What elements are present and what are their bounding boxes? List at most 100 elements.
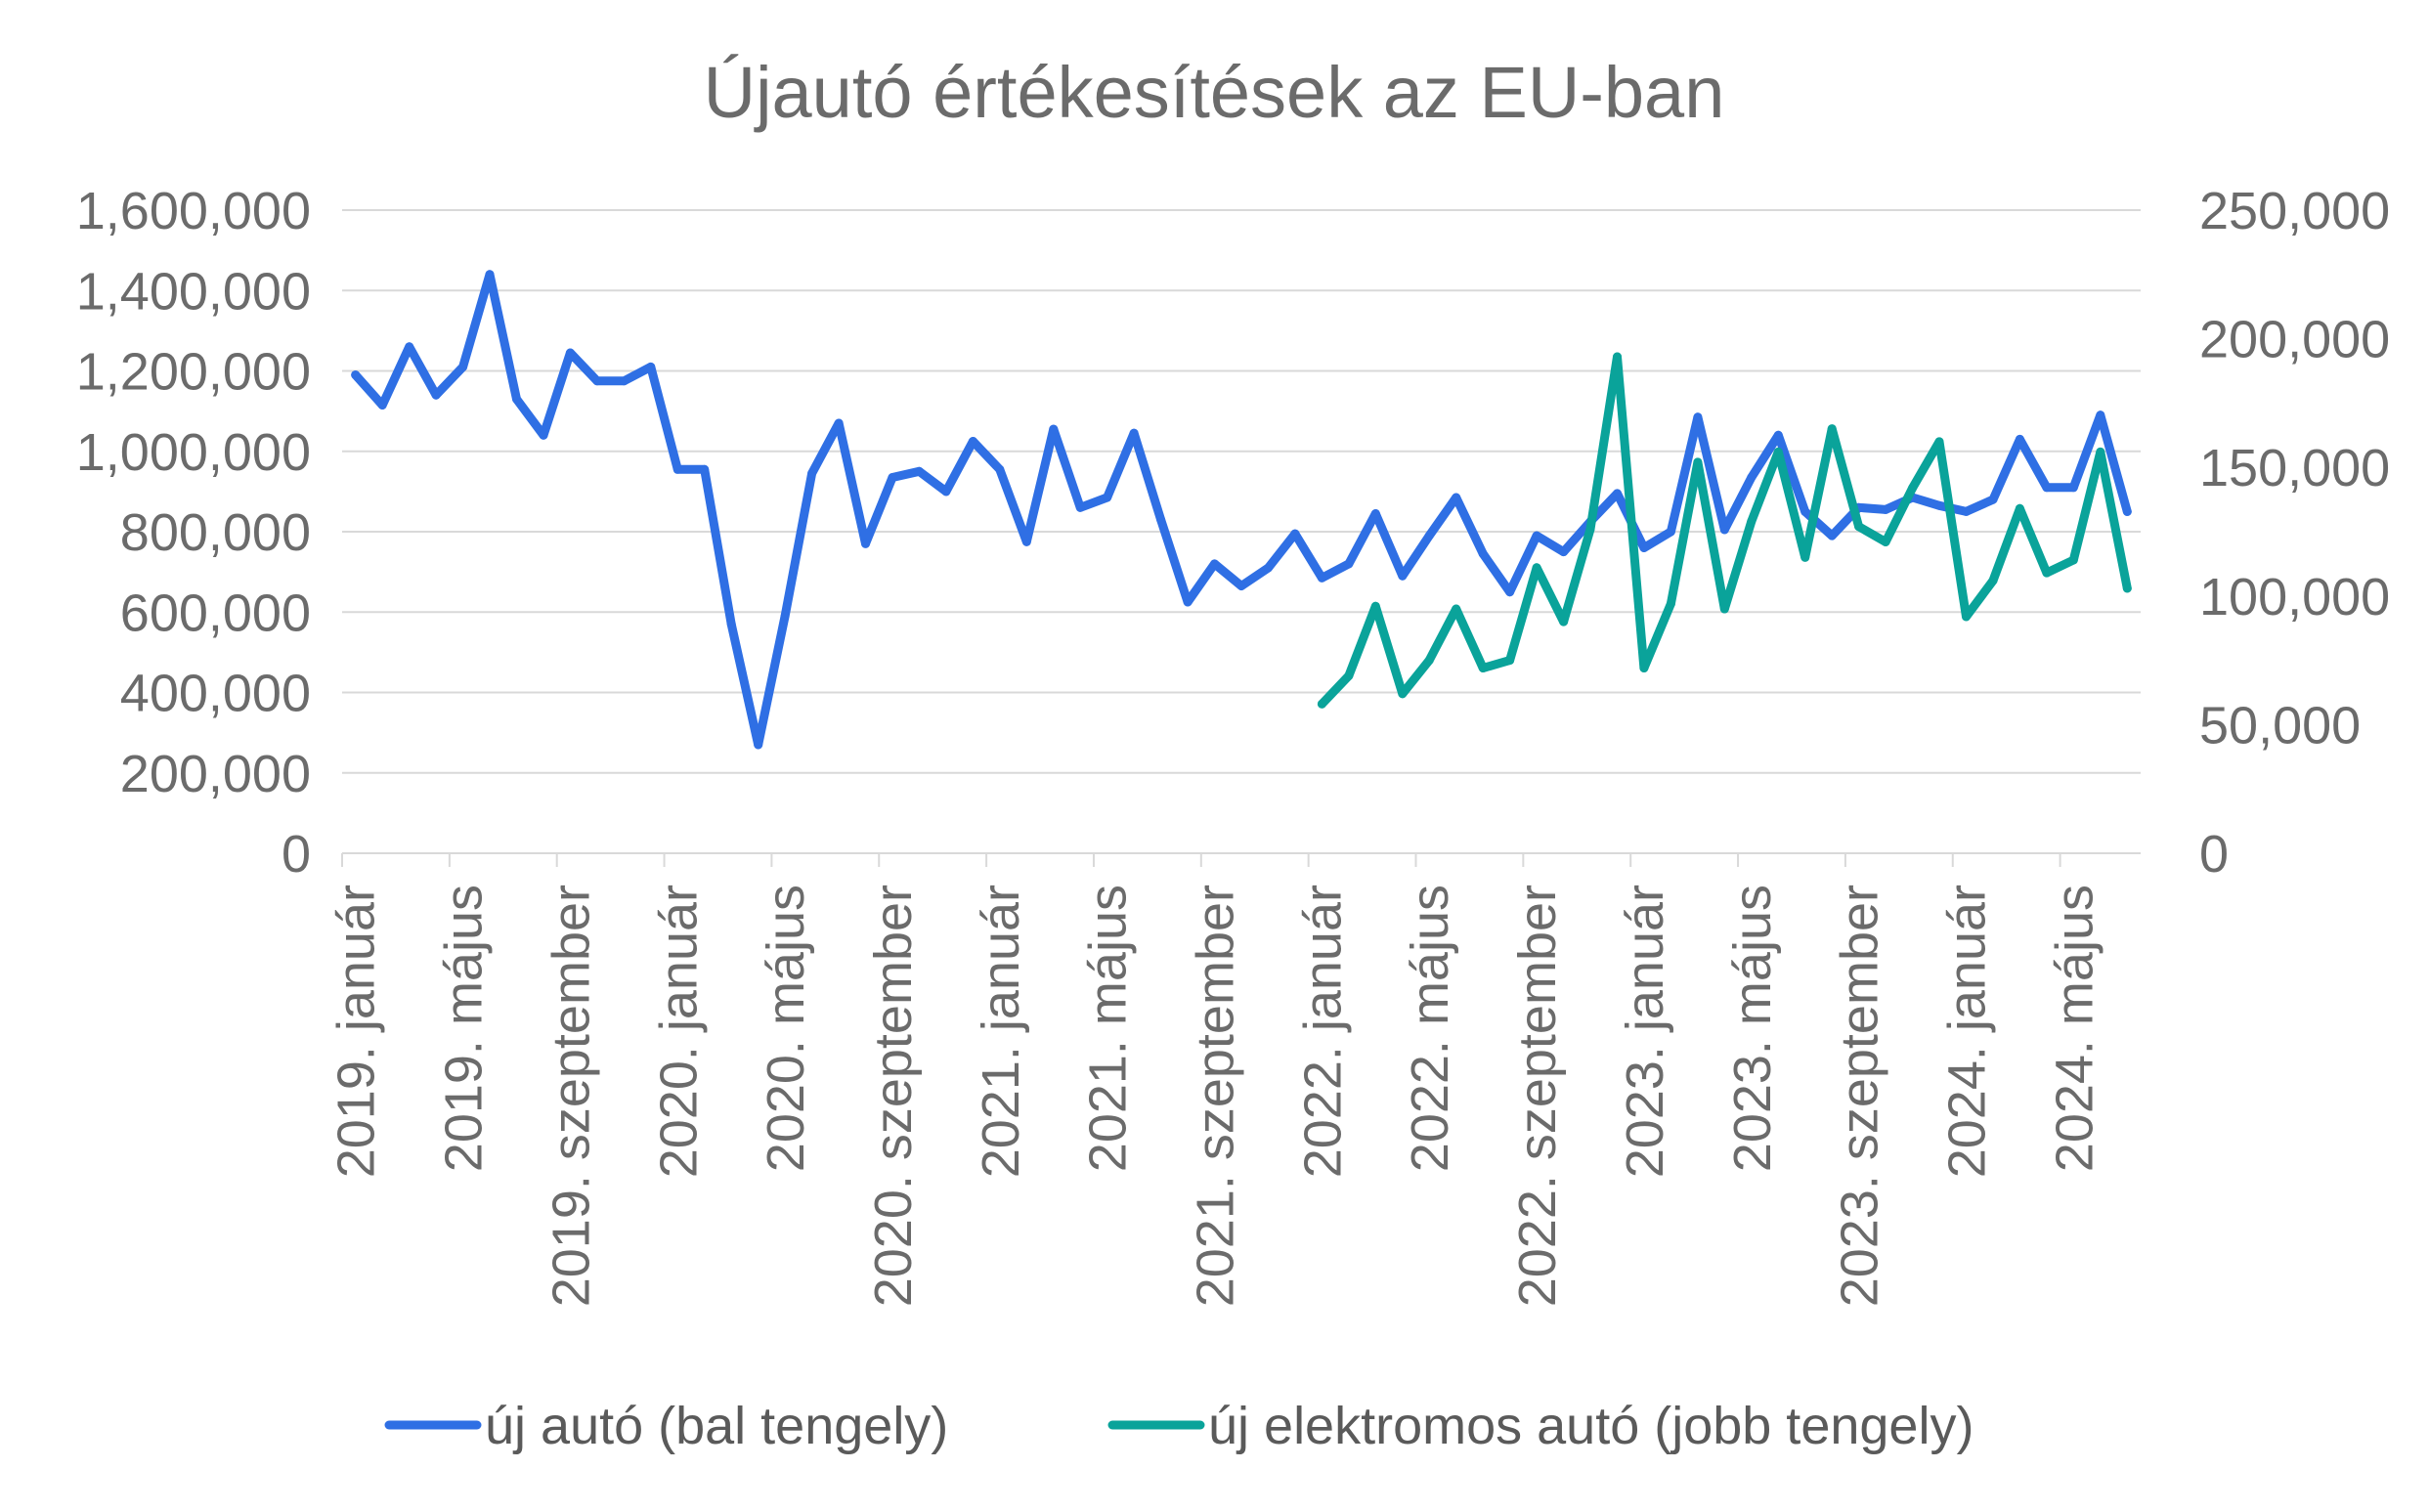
- data-point: [1585, 524, 1595, 534]
- data-point: [861, 539, 870, 548]
- data-point: [1398, 571, 1408, 581]
- data-point: [968, 437, 977, 446]
- x-tick-label: 2021. május: [1079, 885, 1138, 1172]
- data-point: [1666, 599, 1675, 609]
- data-point: [512, 394, 521, 404]
- data-point: [539, 430, 548, 440]
- x-tick-label: 2023. január: [1616, 885, 1674, 1178]
- legend-label: új elektromos autó (jobb tengely): [1208, 1397, 1974, 1455]
- left-tick-label: 1,000,000: [76, 423, 311, 482]
- right-axis-ticks: 250,000 200,000 150,000 100,000 50,000 0: [2199, 182, 2390, 884]
- data-point: [1827, 531, 1837, 540]
- left-tick-label: 1,400,000: [76, 262, 311, 321]
- data-point: [1183, 597, 1193, 607]
- x-tick-label: 2021. szeptember: [1187, 885, 1245, 1307]
- x-tick-label: 2019. január: [327, 885, 386, 1178]
- series-lines: [351, 270, 2132, 750]
- data-point: [1210, 559, 1219, 569]
- data-point: [1881, 538, 1890, 546]
- data-point: [914, 466, 924, 476]
- data-point: [1075, 502, 1085, 512]
- data-point: [1719, 604, 1729, 614]
- data-point: [458, 362, 468, 371]
- data-point: [1452, 604, 1461, 614]
- data-point: [726, 620, 736, 629]
- left-tick-label: 200,000: [120, 745, 311, 803]
- data-point: [672, 464, 682, 474]
- x-tick-label: 2023. szeptember: [1831, 885, 1889, 1307]
- data-point: [1800, 506, 1810, 516]
- x-tick-label: 2023. május: [1723, 885, 1782, 1172]
- left-tick-label: 800,000: [120, 503, 311, 562]
- data-point: [646, 362, 656, 371]
- data-point: [485, 270, 495, 280]
- data-point: [1129, 428, 1139, 438]
- data-point: [1398, 689, 1408, 699]
- data-point: [1344, 559, 1354, 569]
- data-point: [1988, 576, 1998, 585]
- x-tick-label: 2020. szeptember: [864, 885, 923, 1307]
- data-point: [1881, 504, 1890, 514]
- left-tick-label: 400,000: [120, 665, 311, 723]
- left-tick-label: 1,600,000: [76, 182, 311, 240]
- x-tick-label: 2024. január: [1937, 885, 1996, 1178]
- data-point: [2096, 410, 2105, 420]
- data-point: [1719, 525, 1729, 535]
- data-point: [1532, 531, 1541, 540]
- data-point: [1747, 473, 1757, 482]
- chart-title: Újautó értékesítések az EU-ban: [704, 52, 1725, 133]
- data-point: [1290, 529, 1300, 539]
- data-point: [807, 468, 817, 478]
- data-point: [1613, 352, 1622, 362]
- data-point: [2068, 555, 2078, 565]
- left-tick-label: 1,200,000: [76, 343, 311, 402]
- data-point: [1773, 430, 1783, 440]
- x-tick-label: 2022. január: [1293, 885, 1352, 1178]
- data-point: [1934, 500, 1944, 510]
- right-tick-label: 0: [2199, 825, 2229, 884]
- data-point: [1478, 664, 1488, 672]
- legend-label: új autó (bal tengely): [485, 1397, 948, 1455]
- data-point: [1988, 495, 1998, 504]
- data-point: [1424, 656, 1434, 666]
- right-tick-label: 100,000: [2199, 568, 2390, 626]
- data-point: [1613, 489, 1622, 498]
- data-point: [2122, 506, 2132, 516]
- data-point: [377, 401, 387, 410]
- data-point: [1505, 587, 1515, 597]
- data-point: [1559, 617, 1569, 626]
- right-tick-label: 250,000: [2199, 182, 2390, 240]
- data-point: [1639, 543, 1649, 552]
- left-tick-label: 0: [282, 825, 311, 884]
- data-point: [2042, 568, 2052, 578]
- data-point: [1370, 509, 1380, 518]
- data-point: [888, 473, 897, 482]
- grid-lines: [342, 209, 2141, 774]
- data-point: [1344, 670, 1354, 680]
- x-tick-label: 2020. január: [649, 885, 708, 1178]
- data-point: [1693, 457, 1703, 467]
- data-point: [780, 611, 790, 621]
- data-point: [1747, 517, 1757, 526]
- data-point: [1559, 547, 1569, 557]
- data-point: [1908, 483, 1918, 493]
- x-tick-label: 2024. május: [2045, 885, 2104, 1172]
- data-point: [1505, 656, 1515, 666]
- data-point: [2096, 447, 2105, 456]
- data-point: [619, 376, 629, 386]
- data-point: [431, 390, 441, 400]
- data-point: [1317, 699, 1326, 709]
- data-point: [1773, 447, 1783, 456]
- data-point: [1021, 537, 1031, 546]
- data-point: [351, 370, 361, 380]
- data-point: [1264, 563, 1273, 573]
- data-point: [405, 342, 414, 352]
- x-tick-label: 2022. május: [1401, 885, 1459, 1172]
- data-point: [1452, 493, 1461, 502]
- data-point: [995, 464, 1005, 474]
- data-point: [1156, 515, 1166, 525]
- data-point: [941, 487, 951, 497]
- data-point: [1049, 424, 1059, 434]
- data-point: [1666, 527, 1675, 537]
